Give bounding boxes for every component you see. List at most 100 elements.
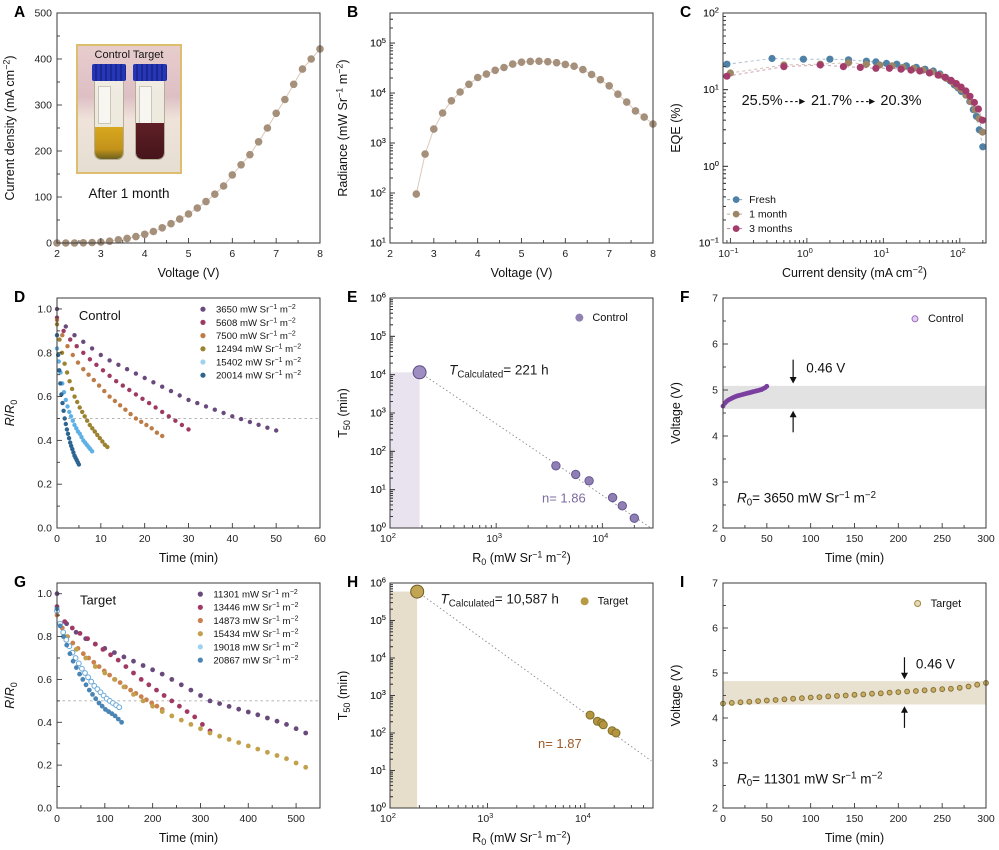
svg-text:25.5%: 25.5%: [742, 93, 783, 109]
panel-a: A 2 3 4 5 6 7 8 0 100 200 300 400 500 Voltage (V) Curr…: [0, 0, 333, 285]
svg-text:0: 0: [46, 238, 52, 250]
svg-text:100: 100: [370, 521, 386, 535]
svg-text:15402 mW Sr−1 m−2: 15402 mW Sr−1 m−2: [216, 357, 301, 368]
svg-text:R0 (mW Sr−1 m−2): R0 (mW Sr−1 m−2): [472, 830, 570, 847]
svg-text:200: 200: [34, 146, 52, 158]
svg-text:0.46 V: 0.46 V: [916, 657, 955, 672]
svg-text:100: 100: [96, 813, 114, 825]
svg-text:104: 104: [370, 367, 386, 381]
svg-text:102: 102: [703, 6, 719, 20]
svg-text:300: 300: [34, 100, 52, 112]
svg-text:200: 200: [890, 533, 908, 545]
svg-text:2: 2: [387, 248, 393, 260]
svg-text:101: 101: [703, 82, 719, 96]
svg-text:100: 100: [370, 801, 386, 815]
svg-text:40: 40: [226, 533, 238, 545]
svg-text:19018 mW Sr−1 m−2: 19018 mW Sr−1 m−2: [213, 642, 298, 653]
chart-G: 0 100 200 300 400 500 0.0 0.2 0.4 0.6 0.8 1.0 Time (…: [3, 582, 321, 845]
svg-text:R/R0: R/R0: [3, 682, 19, 709]
vial-glass: [134, 81, 165, 160]
svg-text:Voltage (V): Voltage (V): [491, 266, 553, 280]
panel-f-chart: 0 50 100 150 200 250 300 2 3 4 5 6 7 Time (min) Voltag…: [666, 285, 999, 575]
vial-cap: [132, 64, 167, 81]
svg-text:3650 mW Sr−1 m−2: 3650 mW Sr−1 m−2: [216, 304, 296, 315]
svg-text:T50 (min): T50 (min): [336, 671, 352, 721]
svg-text:5: 5: [712, 668, 718, 680]
svg-text:1.0: 1.0: [37, 588, 52, 600]
svg-text:3: 3: [98, 248, 104, 260]
legend: 11301 mW Sr−1 m−2 13446 mW Sr−1 m−2 14873 …: [197, 589, 299, 667]
svg-text:101: 101: [370, 763, 386, 777]
svg-text:100: 100: [797, 246, 813, 260]
svg-text:R0= 3650 mW Sr−1 m−2: R0= 3650 mW Sr−1 m−2: [737, 490, 876, 509]
svg-text:20.3%: 20.3%: [880, 93, 921, 109]
svg-text:103: 103: [370, 406, 386, 420]
vial-glass: [93, 81, 124, 160]
panel-g: G 0 100 200 300 400 500 0.0 0.2 0.4 0.6 0.8 1.0 Time…: [0, 570, 333, 850]
svg-text:102: 102: [370, 726, 386, 740]
svg-text:0: 0: [720, 533, 726, 545]
svg-text:105: 105: [370, 329, 386, 343]
svg-text:105: 105: [370, 36, 386, 50]
chart-F: 0 50 100 150 200 250 300 2 3 4 5 6 7 Time (min) Voltag…: [669, 293, 995, 566]
svg-text:101: 101: [873, 246, 889, 260]
panel-i: I 0 50 100 150 200 250 300 2 3 4 5 6 7 Time (min) Volt…: [666, 570, 999, 850]
svg-text:5: 5: [712, 385, 718, 397]
svg-text:Time (min): Time (min): [825, 551, 884, 565]
svg-text:102: 102: [370, 186, 386, 200]
svg-text:2: 2: [712, 523, 718, 535]
svg-text:6: 6: [712, 339, 718, 351]
svg-text:6: 6: [562, 248, 568, 260]
svg-text:13446 mW Sr−1 m−2: 13446 mW Sr−1 m−2: [213, 602, 298, 613]
control-vial: [91, 64, 126, 160]
svg-text:4: 4: [712, 713, 718, 725]
panel-d: D 0 10 20 30 40 50 60 0.0 0.2 0.4 0.6 0.8 1.0 Time (m…: [0, 285, 333, 570]
svg-text:14873 mW Sr−1 m−2: 14873 mW Sr−1 m−2: [213, 615, 298, 626]
svg-text:5608 mW Sr−1 m−2: 5608 mW Sr−1 m−2: [216, 317, 296, 328]
svg-text:50: 50: [761, 533, 773, 545]
svg-text:50: 50: [761, 813, 773, 825]
svg-text:0.2: 0.2: [37, 479, 52, 491]
svg-text:250: 250: [933, 813, 951, 825]
panel-letter-c: C: [680, 4, 692, 21]
svg-text:4: 4: [475, 248, 481, 260]
svg-text:7: 7: [712, 578, 718, 590]
svg-text:106: 106: [370, 291, 386, 305]
svg-text:101: 101: [370, 482, 386, 496]
svg-text:0: 0: [720, 813, 726, 825]
svg-text:Voltage (V): Voltage (V): [669, 665, 683, 727]
panel-letter-f: F: [680, 289, 690, 306]
svg-text:Current density (mA cm−2): Current density (mA cm−2): [782, 265, 927, 281]
svg-text:400: 400: [240, 813, 258, 825]
svg-text:7: 7: [273, 248, 279, 260]
svg-text:104: 104: [575, 811, 591, 825]
svg-text:103: 103: [370, 688, 386, 702]
panel-d-chart: 0 10 20 30 40 50 60 0.0 0.2 0.4 0.6 0.8 1.0 Time (min…: [0, 285, 333, 575]
svg-text:4: 4: [712, 431, 718, 443]
panel-letter-i: I: [680, 574, 685, 591]
svg-text:8: 8: [650, 248, 656, 260]
svg-text:102: 102: [370, 186, 386, 200]
svg-text:102: 102: [950, 246, 966, 260]
svg-text:R/R0: R/R0: [3, 400, 19, 427]
svg-text:3: 3: [712, 758, 718, 770]
svg-text:0.0: 0.0: [37, 803, 52, 815]
svg-text:106: 106: [370, 576, 386, 590]
svg-text:10−1: 10−1: [699, 236, 719, 250]
svg-text:101: 101: [370, 236, 386, 250]
svg-text:Control: Control: [928, 313, 963, 325]
inset-title: Control Target: [94, 49, 164, 61]
svg-text:EQE (%): EQE (%): [669, 103, 683, 152]
legend: Control: [575, 312, 628, 324]
panel-letter-d: D: [14, 289, 26, 306]
panel-letter-g: G: [14, 574, 27, 591]
panel-e: E 102 103 104 100 101 102 103 104 105 106 100 101 10…: [333, 285, 666, 570]
panel-letter-b: B: [347, 4, 359, 21]
svg-text:3 months: 3 months: [749, 223, 792, 235]
svg-text:3: 3: [431, 248, 437, 260]
svg-text:105: 105: [370, 36, 386, 50]
svg-text:6: 6: [712, 623, 718, 635]
svg-text:0.6: 0.6: [37, 674, 52, 686]
svg-text:300: 300: [192, 813, 210, 825]
svg-text:3: 3: [712, 477, 718, 489]
